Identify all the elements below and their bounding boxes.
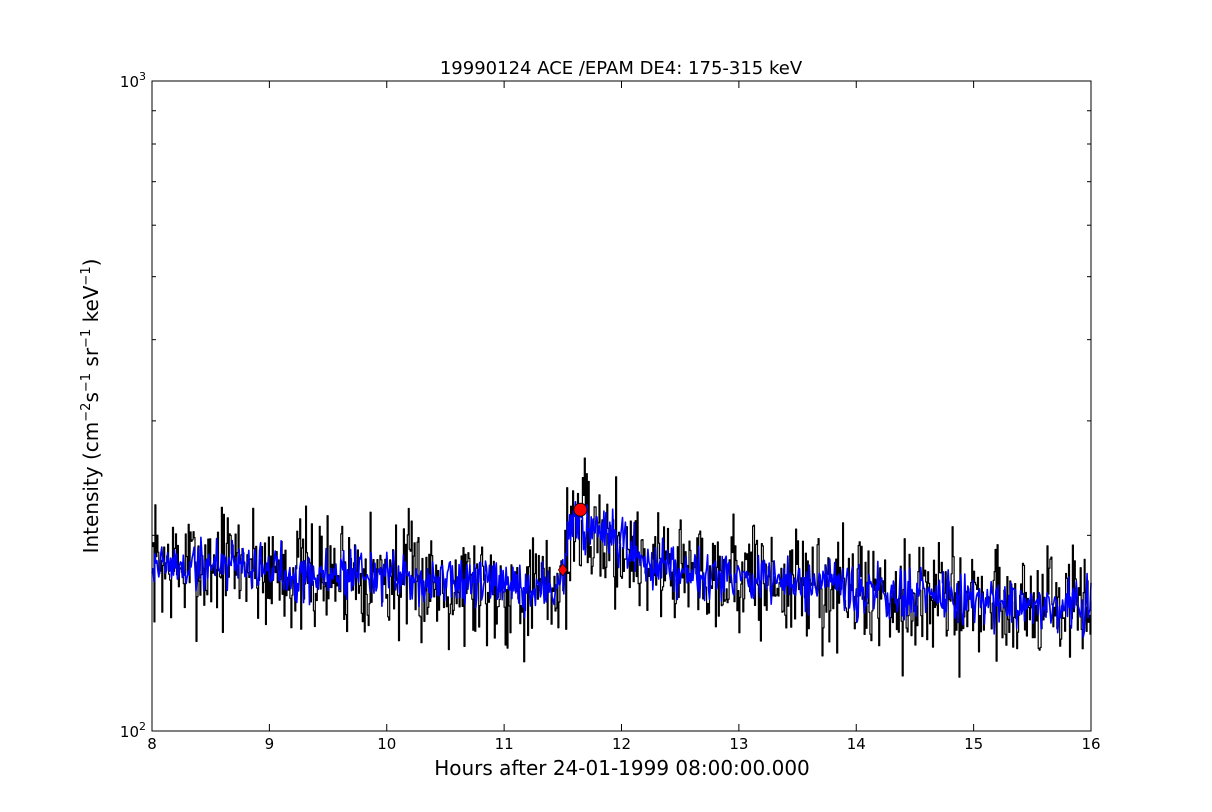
x-tick-label: 13 <box>729 735 748 753</box>
y-tick-label: 102 <box>120 720 146 741</box>
x-tick-label: 14 <box>847 735 866 753</box>
x-axis-label: Hours after 24-01-1999 08:00:00.000 <box>434 756 810 780</box>
x-tick-label: 16 <box>1081 735 1100 753</box>
y-tick-label: 103 <box>120 70 146 91</box>
x-tick-label: 11 <box>495 735 514 753</box>
plot-lines <box>151 457 1092 678</box>
x-tick-label: 9 <box>265 735 275 753</box>
series-line-smoothed <box>151 500 1092 639</box>
x-tick-label: 8 <box>147 735 157 753</box>
x-axis-ticks: 8 9 10 11 12 13 14 15 16 <box>147 81 1101 753</box>
plot-markers <box>557 502 588 577</box>
chart-title: 19990124 ACE /EPAM DE4: 175-315 keV <box>440 58 803 79</box>
y-axis-ticks: 102 103 <box>120 70 1091 741</box>
x-tick-label: 10 <box>377 735 396 753</box>
marker-diamond <box>557 563 568 577</box>
y-axis-label: Intensity (cm−2s−1 sr−1 keV−1) <box>79 259 103 554</box>
x-tick-label: 15 <box>964 735 983 753</box>
x-tick-label: 12 <box>612 735 631 753</box>
marker-circle <box>573 502 588 517</box>
